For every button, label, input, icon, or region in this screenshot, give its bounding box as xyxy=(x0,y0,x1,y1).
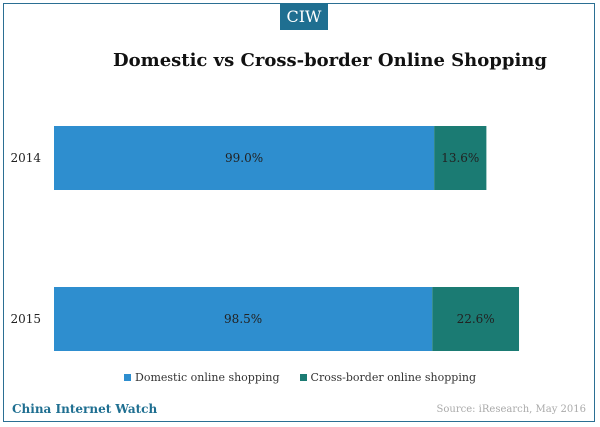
legend-label-domestic: Domestic online shopping xyxy=(135,371,280,384)
legend-item-cross-border: Cross-border online shopping xyxy=(299,371,476,384)
legend-item-domestic: Domestic online shopping xyxy=(124,371,280,384)
data-label-domestic-2014: 99.0% xyxy=(225,151,263,165)
y-tick-label-2015: 2015 xyxy=(10,312,41,326)
footer-source: Source: iResearch, May 2016 xyxy=(436,404,586,415)
footer-brand: China Internet Watch xyxy=(12,402,158,416)
legend-label-cross-border: Cross-border online shopping xyxy=(310,371,476,384)
bar-cross-border-2014 xyxy=(434,126,487,190)
chart-frame xyxy=(3,3,595,422)
y-tick-label-2014: 2014 xyxy=(10,151,41,165)
chart-title: Domestic vs Cross-border Online Shopping xyxy=(113,50,547,71)
legend: Domestic online shopping Cross-border on… xyxy=(0,371,600,384)
data-label-cross-border-2014: 13.6% xyxy=(441,151,479,165)
legend-swatch-cross-border xyxy=(299,374,307,381)
data-label-domestic-2015: 98.5% xyxy=(224,312,262,326)
bar-domestic-2015 xyxy=(54,287,433,351)
legend-swatch-domestic xyxy=(124,374,131,381)
ciw-logo-badge: CIW xyxy=(280,3,328,30)
data-label-cross-border-2015: 22.6% xyxy=(457,312,495,326)
bar-domestic-2014 xyxy=(54,126,435,190)
bar-cross-border-2015 xyxy=(432,287,520,351)
